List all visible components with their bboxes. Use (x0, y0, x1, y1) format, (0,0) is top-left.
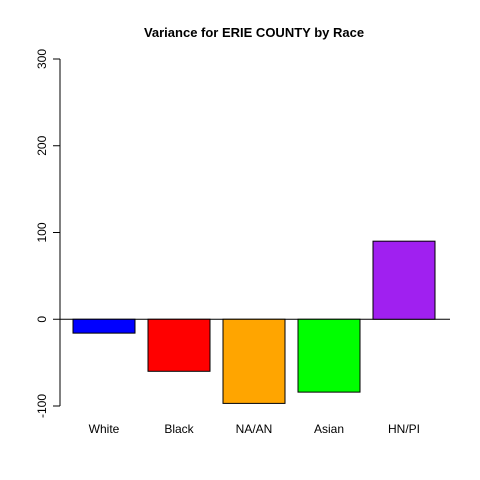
bar-hn-pi (372, 240, 436, 320)
bar-black (147, 318, 211, 372)
category-label: Black (164, 422, 194, 436)
category-label: NA/AN (236, 422, 273, 436)
y-tick-label: 200 (35, 135, 49, 155)
bar-white (72, 318, 136, 334)
category-label: White (89, 422, 120, 436)
bars-group (72, 240, 436, 404)
bar-na-an (222, 318, 286, 404)
category-label: HN/PI (388, 422, 420, 436)
y-tick-label: -100 (35, 394, 49, 418)
y-tick-label: 0 (35, 316, 49, 323)
bar-asian (297, 318, 361, 393)
y-tick-label: 100 (35, 222, 49, 242)
category-label: Asian (314, 422, 344, 436)
category-labels: White Black NA/AN Asian HN/PI (89, 422, 420, 436)
chart-title: Variance for ERIE COUNTY by Race (144, 25, 364, 40)
y-axis: -100 0 100 200 300 (35, 49, 61, 418)
y-tick-label: 300 (35, 49, 49, 69)
